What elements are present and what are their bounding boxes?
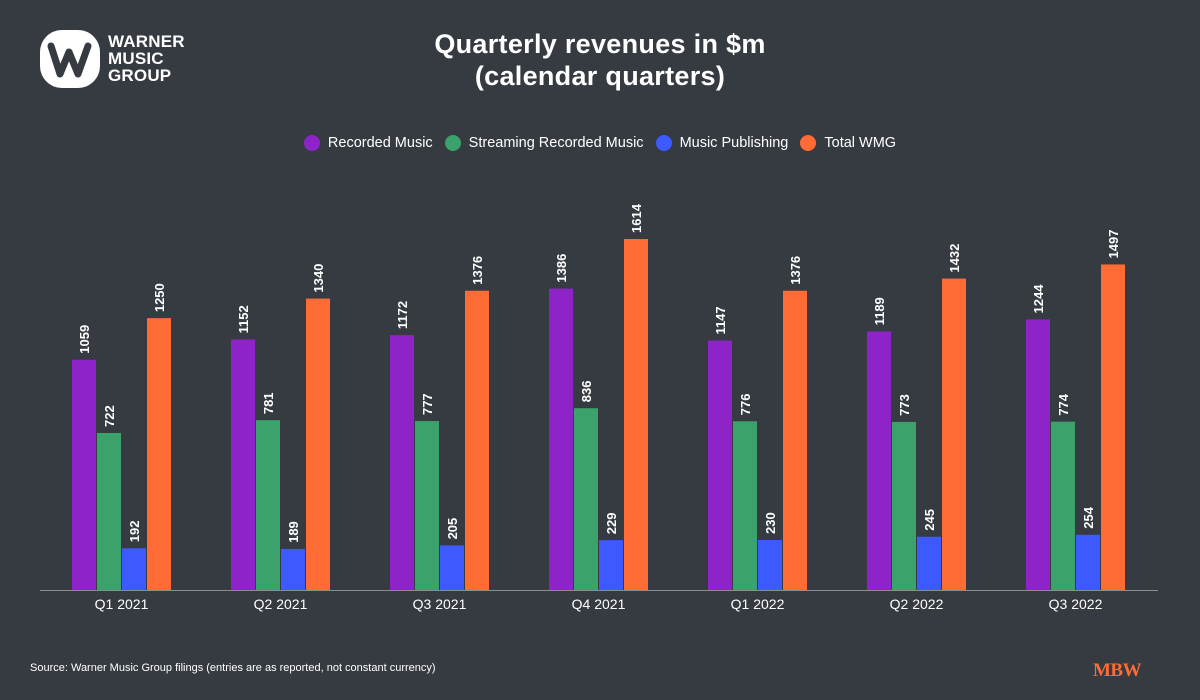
bar: [231, 339, 255, 590]
bar: [465, 290, 489, 590]
bar: [97, 432, 121, 590]
bar: [281, 548, 305, 590]
bar: [122, 548, 146, 590]
x-tick-label: Q4 2021: [572, 596, 626, 612]
data-label: 1340: [311, 264, 326, 293]
bar: [783, 290, 807, 590]
legend-item: Recorded Music: [303, 135, 433, 151]
bar: [1101, 264, 1125, 590]
bar: [390, 335, 414, 590]
data-label: 1386: [554, 254, 569, 283]
data-label: 781: [261, 392, 276, 414]
data-label: 1189: [872, 297, 887, 325]
x-tick-label: Q3 2022: [1049, 596, 1103, 612]
data-label: 1244: [1031, 284, 1046, 314]
legend-item: Music Publishing: [655, 135, 789, 151]
source-note: Source: Warner Music Group filings (entr…: [30, 662, 436, 674]
data-label: 722: [102, 405, 117, 427]
data-label: 1376: [470, 256, 485, 285]
bar: [917, 536, 941, 590]
x-tick-label: Q1 2021: [95, 596, 149, 612]
legend-swatch: [655, 135, 672, 151]
data-label: 1172: [395, 301, 410, 329]
logo-wordmark: WARNER MUSIC GROUP: [108, 33, 185, 84]
legend-label: Recorded Music: [327, 135, 433, 151]
data-label: 836: [579, 380, 594, 402]
legend-item: Streaming Recorded Music: [444, 135, 644, 151]
legend-label: Music Publishing: [679, 135, 789, 151]
bar: [599, 540, 623, 590]
bar: [72, 359, 96, 590]
data-label: 774: [1056, 393, 1071, 415]
data-label: 189: [286, 521, 301, 543]
chart-title-line-2: (calendar quarters): [474, 61, 726, 91]
data-label: 230: [763, 512, 778, 534]
data-label: 229: [604, 512, 619, 534]
data-label: 1376: [788, 256, 803, 285]
chart-title-line-1: Quarterly revenues in $m: [434, 29, 766, 59]
mbw-brand-mark: MBW: [1093, 660, 1142, 681]
data-label: 192: [127, 521, 142, 543]
data-label: 1614: [629, 203, 644, 233]
bar: [1076, 534, 1100, 590]
legend-swatch: [303, 135, 320, 151]
data-label: 1152: [236, 305, 251, 333]
bar: [147, 318, 171, 590]
bar: [549, 288, 573, 590]
data-label: 777: [420, 393, 435, 415]
bar: [758, 539, 782, 590]
legend-item: Total WMG: [800, 135, 896, 151]
logo-line-1: WARNER: [108, 32, 185, 51]
logo-line-2: MUSIC: [108, 49, 164, 68]
legend-label: Total WMG: [824, 135, 897, 151]
bar: [942, 278, 966, 590]
chart-legend: Recorded Music Streaming Recorded Music Mu…: [0, 135, 1200, 151]
x-tick-label: Q1 2022: [731, 596, 785, 612]
data-label: 254: [1081, 506, 1096, 528]
data-label: 1147: [713, 306, 728, 334]
warner-logo-mark-icon: [40, 30, 100, 88]
chart-title: Quarterly revenues in $m (calendar quart…: [0, 28, 1200, 92]
data-label: 245: [922, 509, 937, 531]
data-label: 205: [445, 518, 460, 540]
bar: [867, 331, 891, 590]
x-tick-label: Q3 2021: [413, 596, 467, 612]
bar: [892, 421, 916, 590]
data-label: 1432: [947, 244, 962, 273]
bar: [624, 239, 648, 590]
data-label: 773: [897, 394, 912, 416]
bar: [415, 421, 439, 590]
data-label: 776: [738, 394, 753, 416]
bar: [733, 421, 757, 590]
bar: [574, 408, 598, 590]
legend-label: Streaming Recorded Music: [468, 135, 644, 151]
bar: [1026, 319, 1050, 590]
legend-swatch: [444, 135, 461, 151]
data-label: 1059: [77, 325, 92, 354]
data-label: 1497: [1106, 230, 1121, 259]
bar: [1051, 421, 1075, 590]
bar: [440, 545, 464, 590]
warner-music-group-logo: WARNER MUSIC GROUP: [40, 30, 190, 90]
logo-line-3: GROUP: [108, 66, 172, 85]
x-tick-label: Q2 2021: [254, 596, 308, 612]
legend-swatch: [800, 135, 817, 151]
x-tick-label: Q2 2022: [890, 596, 944, 612]
bar: [708, 340, 732, 590]
bar: [256, 420, 280, 590]
data-label: 1250: [152, 283, 167, 312]
bar: [306, 298, 330, 590]
